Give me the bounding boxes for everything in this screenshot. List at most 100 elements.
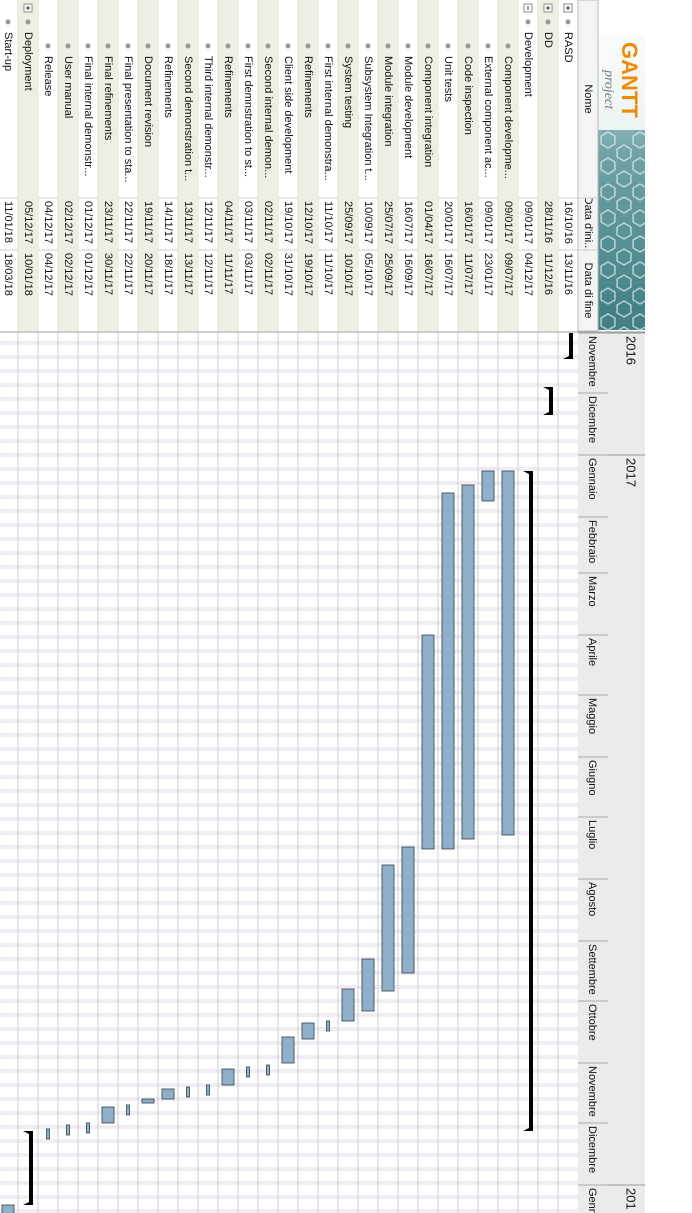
task-end[interactable]: 11/11/17 (222, 253, 234, 294)
task-end[interactable]: 23/01/17 (482, 253, 494, 296)
task-name[interactable]: Refinements (162, 56, 174, 118)
task-start[interactable]: 25/09/17 (342, 201, 354, 244)
task-name[interactable]: Second internal demon... (262, 56, 274, 178)
task-name[interactable]: Subsystem Integration t... (362, 56, 374, 181)
task-start[interactable]: 22/11/17 (122, 201, 134, 243)
task-bar[interactable] (246, 1066, 250, 1078)
task-bar[interactable] (221, 1068, 235, 1086)
task-bar[interactable] (161, 1088, 175, 1100)
task-bar[interactable] (341, 988, 355, 1022)
task-bar[interactable] (361, 958, 375, 1012)
task-bar[interactable] (206, 1084, 210, 1096)
task-end[interactable]: 10/01/18 (22, 253, 34, 296)
task-bar[interactable] (501, 470, 515, 836)
column-header[interactable]: Nome (582, 84, 594, 113)
task-name[interactable]: RASD (562, 32, 574, 63)
task-end[interactable]: 10/10/17 (342, 253, 354, 296)
task-bar[interactable] (421, 634, 435, 850)
task-bar[interactable] (86, 1122, 90, 1134)
task-start[interactable]: 04/12/17 (42, 201, 54, 244)
task-start[interactable]: 09/01/17 (502, 201, 514, 244)
task-end[interactable]: 04/12/17 (42, 253, 54, 296)
task-end[interactable]: 22/11/17 (122, 253, 134, 295)
task-end[interactable]: 19/10/17 (302, 253, 314, 296)
task-bar[interactable] (66, 1124, 70, 1136)
task-end[interactable]: 04/12/17 (522, 253, 534, 296)
task-bar[interactable] (281, 1036, 295, 1064)
task-start[interactable]: 19/11/17 (142, 201, 154, 243)
task-name[interactable]: System testing (342, 56, 354, 128)
task-end[interactable]: 11/10/17 (322, 253, 334, 295)
task-name[interactable]: External component ac... (482, 56, 494, 178)
task-end[interactable]: 25/09/17 (382, 253, 394, 296)
task-start[interactable]: 10/09/17 (362, 201, 374, 244)
task-name[interactable]: Unit tests (442, 56, 454, 102)
task-name[interactable]: DD (542, 32, 554, 48)
task-bar[interactable] (481, 470, 495, 502)
task-name[interactable]: Final presentation to sta... (122, 56, 134, 183)
task-end[interactable]: 20/11/17 (142, 253, 154, 295)
task-name[interactable]: Code inspection (462, 56, 474, 135)
task-end[interactable]: 02/11/17 (262, 253, 274, 295)
task-end[interactable]: 31/10/17 (282, 253, 294, 296)
task-name[interactable]: Third internal demonstr... (202, 56, 214, 178)
task-start[interactable]: 03/11/17 (242, 201, 254, 243)
summary-bar[interactable] (529, 471, 533, 1131)
task-name[interactable]: First demnstration to st... (242, 56, 254, 177)
task-start[interactable]: 01/12/17 (82, 201, 94, 244)
task-start[interactable]: 11/01/18 (2, 201, 14, 243)
task-name[interactable]: User manual (62, 56, 74, 118)
task-name[interactable]: Release (42, 56, 54, 96)
task-name[interactable]: Module development (402, 56, 414, 158)
task-start[interactable]: 23/11/17 (102, 201, 114, 243)
task-end[interactable]: 09/07/17 (502, 253, 514, 296)
task-start[interactable]: 02/12/17 (62, 201, 74, 244)
task-end[interactable]: 16/07/17 (442, 253, 454, 296)
task-start[interactable]: 12/11/17 (202, 201, 214, 243)
task-end[interactable]: 11/12/16 (542, 253, 554, 295)
task-bar[interactable] (441, 492, 455, 850)
task-end[interactable]: 18/03/18 (2, 253, 14, 296)
task-end[interactable]: 02/12/17 (62, 253, 74, 296)
column-header[interactable]: Data di fine (582, 263, 594, 319)
task-name[interactable]: Refinements (302, 56, 314, 118)
task-name[interactable]: Module integration (382, 56, 394, 147)
task-name[interactable]: Refinements (222, 56, 234, 118)
task-name[interactable]: Document revision (142, 56, 154, 147)
task-start[interactable]: 28/11/16 (542, 201, 554, 243)
task-end[interactable]: 16/07/17 (422, 253, 434, 296)
task-start[interactable]: 16/01/17 (462, 201, 474, 244)
task-name[interactable]: Second demonstration t... (182, 56, 194, 181)
task-start[interactable]: 14/11/17 (162, 201, 174, 243)
task-name[interactable]: Component developme... (502, 56, 514, 179)
task-start[interactable]: 04/11/17 (222, 201, 234, 243)
task-end[interactable]: 03/11/17 (242, 253, 254, 295)
task-start[interactable]: 12/10/17 (302, 201, 314, 244)
task-end[interactable]: 13/11/17 (182, 253, 194, 295)
task-bar[interactable] (266, 1064, 270, 1076)
task-end[interactable]: 01/12/17 (82, 253, 94, 296)
task-name[interactable]: Development (522, 32, 534, 97)
summary-bar[interactable] (549, 387, 553, 415)
task-bar[interactable] (126, 1104, 130, 1116)
task-start[interactable]: 19/10/17 (282, 201, 294, 244)
task-end[interactable]: 05/10/17 (362, 253, 374, 296)
column-header[interactable]: Data d'ini... (582, 197, 594, 252)
task-start[interactable]: 11/10/17 (322, 201, 334, 243)
task-start[interactable]: 16/07/17 (402, 201, 414, 244)
task-start[interactable]: 05/12/17 (22, 201, 34, 244)
task-name[interactable]: Component integration (422, 56, 434, 167)
task-name[interactable]: Deployment (22, 32, 34, 91)
task-end[interactable]: 16/09/17 (402, 253, 414, 296)
task-bar[interactable] (381, 864, 395, 992)
task-start[interactable]: 09/01/17 (522, 201, 534, 244)
task-bar[interactable] (101, 1106, 115, 1124)
task-bar[interactable] (186, 1086, 190, 1098)
task-end[interactable]: 30/11/17 (102, 253, 114, 295)
task-start[interactable]: 25/07/17 (382, 201, 394, 244)
task-name[interactable]: Final refinements (102, 56, 114, 141)
task-start[interactable]: 16/10/16 (562, 201, 574, 244)
task-start[interactable]: 01/04/17 (422, 201, 434, 244)
summary-bar[interactable] (29, 1131, 33, 1205)
task-end[interactable]: 12/11/17 (202, 253, 214, 295)
